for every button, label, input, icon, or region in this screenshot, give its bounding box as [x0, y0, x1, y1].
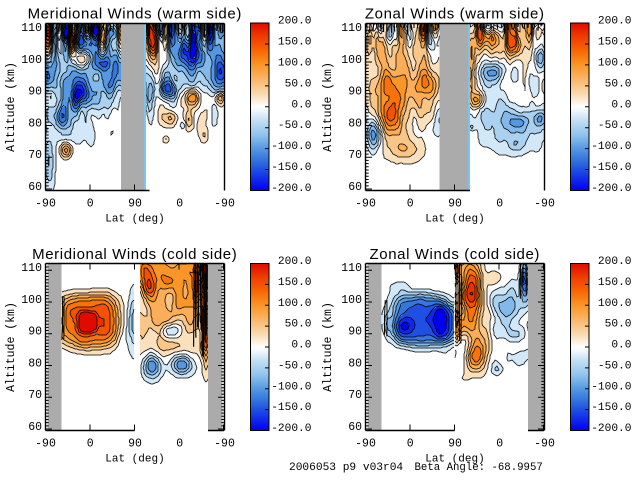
- svg-text:0: 0: [176, 198, 183, 211]
- svg-text:0: 0: [407, 198, 414, 211]
- svg-text:150.0: 150.0: [278, 36, 312, 48]
- svg-text:Lat (deg): Lat (deg): [425, 214, 484, 226]
- svg-text:-150.0: -150.0: [591, 402, 632, 414]
- svg-text:100.0: 100.0: [278, 57, 312, 69]
- svg-text:-90: -90: [355, 198, 376, 211]
- svg-text:Zonal Winds (cold side): Zonal Winds (cold side): [369, 246, 540, 263]
- svg-text:0: 0: [87, 198, 94, 211]
- svg-text:50.0: 50.0: [605, 78, 632, 90]
- svg-text:-100.0: -100.0: [271, 141, 312, 153]
- svg-text:90: 90: [348, 86, 362, 99]
- svg-text:0: 0: [87, 438, 94, 451]
- svg-text:-90: -90: [214, 438, 235, 451]
- svg-text:150.0: 150.0: [598, 277, 632, 289]
- svg-text:-90: -90: [35, 198, 56, 211]
- svg-text:50.0: 50.0: [285, 78, 312, 90]
- svg-text:Altitude (km): Altitude (km): [5, 62, 18, 152]
- svg-text:200.0: 200.0: [278, 16, 312, 28]
- svg-text:90: 90: [448, 198, 462, 211]
- svg-text:0: 0: [407, 438, 414, 451]
- svg-text:200.0: 200.0: [598, 256, 632, 268]
- svg-text:0.0: 0.0: [291, 340, 311, 352]
- svg-text:-200.0: -200.0: [591, 423, 632, 435]
- svg-text:-100.0: -100.0: [591, 381, 632, 393]
- svg-text:60: 60: [348, 181, 362, 194]
- svg-text:Lat (deg): Lat (deg): [105, 454, 164, 466]
- svg-text:90: 90: [28, 86, 42, 99]
- svg-text:100.0: 100.0: [598, 57, 632, 69]
- svg-text:80: 80: [348, 117, 362, 130]
- svg-text:100: 100: [21, 294, 42, 307]
- svg-text:2006053 p9 v03r04: 2006053 p9 v03r04: [289, 462, 403, 474]
- svg-text:-100.0: -100.0: [271, 381, 312, 393]
- svg-text:200.0: 200.0: [278, 256, 312, 268]
- svg-text:90: 90: [348, 326, 362, 339]
- svg-text:70: 70: [348, 149, 362, 162]
- svg-text:-50.0: -50.0: [278, 360, 312, 372]
- svg-text:Meridional Winds (cold side): Meridional Winds (cold side): [32, 246, 237, 263]
- svg-text:110: 110: [341, 22, 362, 35]
- svg-text:0: 0: [496, 438, 503, 451]
- svg-text:100: 100: [341, 54, 362, 67]
- svg-text:0.0: 0.0: [291, 99, 311, 111]
- svg-text:0.0: 0.0: [611, 340, 631, 352]
- svg-text:Altitude (km): Altitude (km): [5, 302, 18, 392]
- svg-text:-200.0: -200.0: [591, 183, 632, 195]
- svg-text:90: 90: [28, 326, 42, 339]
- svg-text:80: 80: [28, 357, 42, 370]
- svg-text:100: 100: [341, 294, 362, 307]
- svg-text:-150.0: -150.0: [591, 162, 632, 174]
- svg-text:100: 100: [21, 54, 42, 67]
- svg-text:60: 60: [348, 421, 362, 434]
- svg-text:70: 70: [28, 389, 42, 402]
- svg-text:150.0: 150.0: [598, 36, 632, 48]
- svg-text:-200.0: -200.0: [271, 183, 312, 195]
- svg-text:60: 60: [28, 181, 42, 194]
- svg-text:-90: -90: [35, 438, 56, 451]
- svg-text:0.0: 0.0: [611, 99, 631, 111]
- svg-text:-90: -90: [534, 198, 555, 211]
- svg-text:110: 110: [341, 262, 362, 275]
- svg-text:70: 70: [348, 389, 362, 402]
- svg-text:90: 90: [128, 198, 142, 211]
- svg-text:100.0: 100.0: [278, 298, 312, 310]
- svg-text:-50.0: -50.0: [598, 360, 632, 372]
- svg-text:0: 0: [496, 198, 503, 211]
- svg-text:-100.0: -100.0: [591, 141, 632, 153]
- svg-text:70: 70: [28, 149, 42, 162]
- svg-text:90: 90: [128, 438, 142, 451]
- svg-text:-50.0: -50.0: [278, 120, 312, 132]
- svg-text:Lat (deg): Lat (deg): [105, 214, 164, 226]
- svg-text:110: 110: [21, 262, 42, 275]
- svg-text:80: 80: [348, 357, 362, 370]
- svg-text:-150.0: -150.0: [271, 402, 312, 414]
- svg-text:Meridional Winds (warm side): Meridional Winds (warm side): [28, 6, 242, 23]
- svg-text:0: 0: [176, 438, 183, 451]
- svg-text:-90: -90: [534, 438, 555, 451]
- svg-text:50.0: 50.0: [605, 319, 632, 331]
- svg-text:150.0: 150.0: [278, 277, 312, 289]
- svg-text:-90: -90: [214, 198, 235, 211]
- svg-text:60: 60: [28, 421, 42, 434]
- svg-text:-90: -90: [355, 438, 376, 451]
- svg-text:80: 80: [28, 117, 42, 130]
- svg-text:Lat (deg): Lat (deg): [425, 454, 484, 466]
- svg-text:-150.0: -150.0: [271, 162, 312, 174]
- svg-text:100.0: 100.0: [598, 298, 632, 310]
- svg-text:-50.0: -50.0: [598, 120, 632, 132]
- svg-text:-200.0: -200.0: [271, 423, 312, 435]
- svg-text:90: 90: [448, 438, 462, 451]
- svg-text:Altitude (km): Altitude (km): [322, 62, 335, 152]
- svg-text:50.0: 50.0: [285, 319, 312, 331]
- svg-text:Beta Angle: -68.9957: Beta Angle: -68.9957: [415, 462, 543, 474]
- svg-text:200.0: 200.0: [598, 16, 632, 28]
- svg-text:Altitude (km): Altitude (km): [322, 302, 335, 392]
- svg-text:Zonal Winds (warm side): Zonal Winds (warm side): [365, 6, 545, 23]
- svg-text:110: 110: [21, 22, 42, 35]
